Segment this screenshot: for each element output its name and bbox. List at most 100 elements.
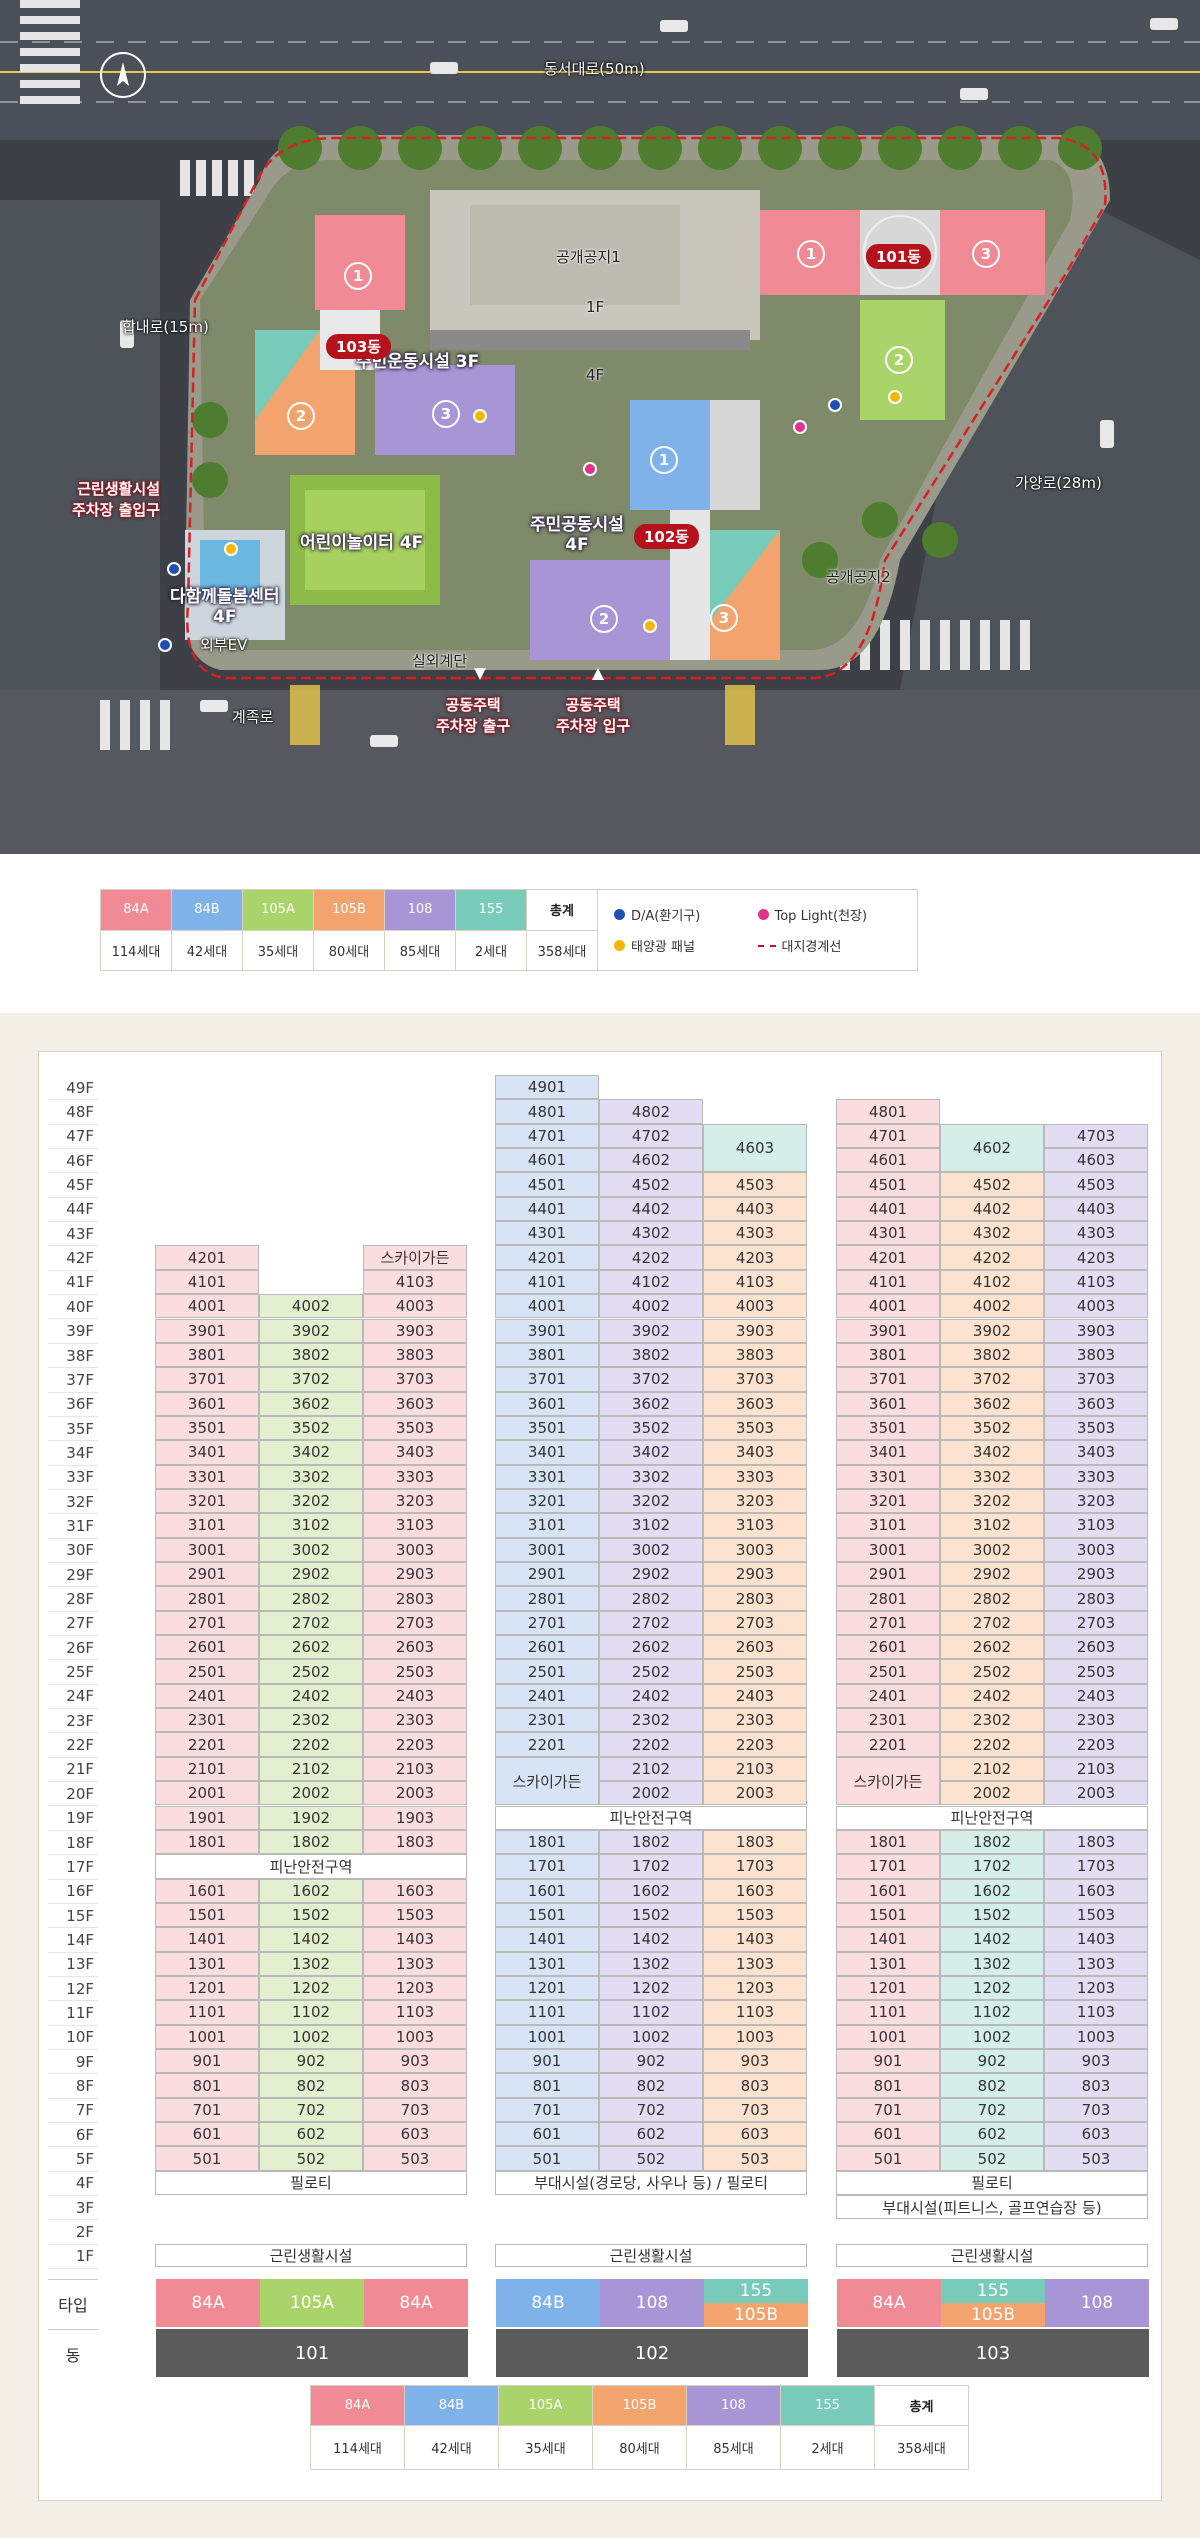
unit-cell: 2502 xyxy=(599,1659,703,1684)
unit-type-cell: 84A xyxy=(837,2279,941,2328)
unit-cell: 3003 xyxy=(363,1537,467,1562)
unit-cell: 902 xyxy=(259,2049,363,2074)
unit-cell: 1803 xyxy=(1044,1829,1148,1855)
legend-type-row: 84A 84B 105A 105B 108 155 총계 xyxy=(100,889,598,931)
unit-cell: 2402 xyxy=(599,1683,703,1709)
sky-garden-103: 스카이가든 xyxy=(836,1756,940,1806)
unit-cell: 2502 xyxy=(259,1659,363,1684)
road-right-label: 가양로(28m) xyxy=(1015,474,1102,492)
unit-cell: 4601 xyxy=(836,1148,940,1173)
unit-cell: 2101 xyxy=(155,1756,259,1782)
unit-cell: 2902 xyxy=(259,1562,363,1587)
unit-cell: 2703 xyxy=(703,1610,807,1636)
unit-cell: 803 xyxy=(703,2073,807,2098)
unit-cell: 1801 xyxy=(836,1829,940,1855)
legend-type-105a: 105A xyxy=(242,889,314,931)
unit-cell: 2103 xyxy=(703,1756,807,1782)
unit-cell: 3602 xyxy=(599,1391,703,1416)
floor-label: 22F xyxy=(48,1733,98,1758)
unit-cell: 4301 xyxy=(836,1221,940,1246)
unit-cell: 2403 xyxy=(703,1683,807,1709)
unit-cell: 1701 xyxy=(836,1854,940,1879)
unit-cell: 4302 xyxy=(599,1221,703,1246)
legend-type-108: 108 xyxy=(384,889,456,931)
unit-circle-103-2: 2 xyxy=(287,402,315,430)
unit-cell: 4302 xyxy=(940,1221,1044,1246)
unit-cell: 4003 xyxy=(703,1294,807,1319)
retail-entrance-line1: 근린생활시설 xyxy=(77,480,161,498)
unit-cell: 1003 xyxy=(1044,2024,1148,2049)
floor-label: 26F xyxy=(48,1636,98,1661)
unit-cell: 1403 xyxy=(1044,1927,1148,1952)
unit-cell: 2703 xyxy=(1044,1610,1148,1636)
unit-cell: 2701 xyxy=(155,1610,259,1636)
floor-label: 48F xyxy=(48,1100,98,1125)
unit-cell: 3603 xyxy=(703,1391,807,1416)
community-4f-line2: 4F xyxy=(565,535,589,555)
unit-cell: 2503 xyxy=(363,1659,467,1684)
unit-cell: 3703 xyxy=(1044,1367,1148,1392)
sky-garden-102: 스카이가든 xyxy=(495,1756,599,1806)
floor-label: 40F xyxy=(48,1295,98,1320)
legend-bottom-count-84b: 42세대 xyxy=(404,2425,499,2470)
unit-cell: 1503 xyxy=(363,1902,467,1928)
unit-cell: 2802 xyxy=(259,1586,363,1611)
unit-cell: 702 xyxy=(599,2097,703,2123)
floor-label: 34F xyxy=(48,1441,98,1466)
unit-cell: 1203 xyxy=(1044,1975,1148,2001)
legend-count-105a: 35세대 xyxy=(242,929,314,971)
unit-cell: 2801 xyxy=(155,1586,259,1611)
legend-count-105b: 80세대 xyxy=(313,929,385,971)
unit-circle-102-2: 2 xyxy=(590,605,618,633)
toplight-marker xyxy=(793,420,807,434)
unit-cell: 2003 xyxy=(1044,1781,1148,1806)
unit-cell: 2301 xyxy=(495,1708,599,1733)
unit-cell: 701 xyxy=(836,2097,940,2123)
floor-label: 39F xyxy=(48,1320,98,1344)
unit-cell: 4303 xyxy=(703,1221,807,1246)
unit-cell: 2103 xyxy=(1044,1756,1148,1782)
piloti-103: 필로티 xyxy=(836,2170,1148,2196)
unit-cell: 1401 xyxy=(836,1927,940,1952)
unit-cell: 1103 xyxy=(1044,2000,1148,2025)
unit-cell: 1101 xyxy=(155,2000,259,2025)
unit-cell: 4003 xyxy=(1044,1294,1148,1319)
unit-cell: 501 xyxy=(836,2146,940,2171)
unit-cell: 2003 xyxy=(363,1781,467,1806)
unit-cell: 702 xyxy=(940,2097,1044,2123)
floor-label: 13F xyxy=(48,1953,98,1977)
unit-cell: 4001 xyxy=(495,1294,599,1319)
da-dot-icon xyxy=(614,909,625,920)
unit-cell: 4802 xyxy=(599,1099,703,1124)
unit-cell: 1201 xyxy=(836,1975,940,2001)
unit-cell: 3001 xyxy=(495,1537,599,1562)
site-plan: 동서대로(50m) 합내로(15m) 가양로(28m) 계족로 공개공지1 공개… xyxy=(0,0,1200,854)
unit-cell: 2102 xyxy=(940,1756,1044,1782)
legend-type-105b: 105B xyxy=(313,889,385,931)
unit-cell: 1803 xyxy=(703,1829,807,1855)
legend-total-count: 358세대 xyxy=(526,929,598,971)
unit-cell: 1703 xyxy=(703,1854,807,1879)
floor-label: 19F xyxy=(48,1807,98,1831)
unit-cell: 502 xyxy=(940,2146,1044,2171)
legend-top: 84A 84B 105A 105B 108 155 총계 114세대 42세대 … xyxy=(100,889,918,971)
unit-cell: 2802 xyxy=(940,1586,1044,1611)
floor-1f-label: 1F xyxy=(586,298,605,316)
unit-cell: 3201 xyxy=(495,1488,599,1514)
unit-cell: 1702 xyxy=(940,1854,1044,1879)
unit-cell: 4403 xyxy=(703,1196,807,1222)
unit-cell: 1601 xyxy=(836,1878,940,1903)
unit-cell: 2903 xyxy=(363,1562,467,1587)
unit-type-cell: 108 xyxy=(600,2279,704,2328)
unit-cell: 2603 xyxy=(703,1635,807,1660)
unit-cell: 2702 xyxy=(940,1610,1044,1636)
legend-bottom-type-105b: 105B xyxy=(592,2385,687,2426)
legend-count-row: 114세대 42세대 35세대 80세대 85세대 2세대 358세대 xyxy=(100,929,598,971)
unit-cell: 1302 xyxy=(259,1951,363,1976)
unit-cell: 1801 xyxy=(155,1829,259,1855)
unit-cell: 1303 xyxy=(1044,1951,1148,1976)
unit-cell: 1502 xyxy=(940,1902,1044,1928)
community-3f-label: 주민운동시설 3F xyxy=(356,352,480,372)
unit-cell: 3103 xyxy=(1044,1513,1148,1538)
unit-cell: 903 xyxy=(703,2049,807,2074)
